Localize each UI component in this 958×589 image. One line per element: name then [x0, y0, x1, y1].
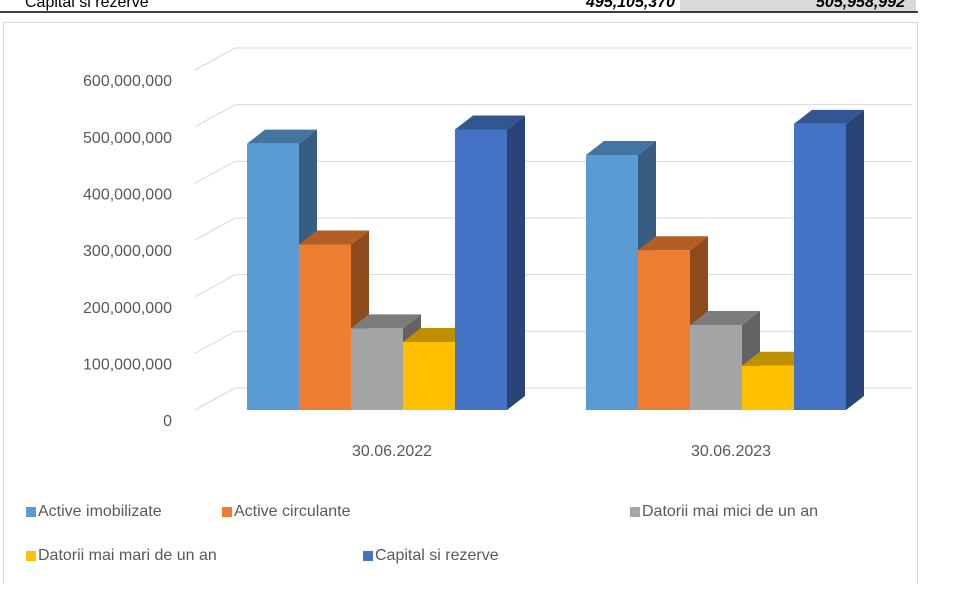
bar	[455, 129, 507, 410]
y-tick-label: 400,000,000	[83, 187, 172, 204]
bar-top	[299, 230, 369, 245]
bar-top	[586, 141, 656, 155]
y-tick-label: 100,000,000	[83, 357, 172, 374]
bar-top	[638, 236, 708, 251]
y-tick-label: 300,000,000	[83, 243, 172, 260]
legend-label: Datorii mai mici de un an	[642, 503, 818, 520]
row-label: Capital si rezerve	[25, 0, 149, 11]
bar	[690, 325, 742, 410]
bar-side	[507, 115, 525, 410]
bar	[638, 250, 690, 410]
legend-label: Active imobilizate	[38, 503, 162, 520]
legend-swatch	[26, 551, 36, 561]
chart-border	[3, 22, 918, 589]
bar	[742, 365, 794, 410]
bar-top	[455, 115, 525, 130]
legend-swatch	[26, 507, 36, 517]
grid-line	[194, 160, 912, 184]
bar	[403, 342, 455, 410]
bar	[299, 244, 351, 410]
legend-swatch	[222, 507, 232, 517]
grid-line	[194, 47, 912, 71]
margin	[920, 0, 958, 584]
legend-label: Datorii mai mari de un an	[38, 547, 217, 564]
bar-top	[351, 314, 421, 329]
legend-swatch	[363, 551, 373, 561]
row-value: 505,958,992	[816, 0, 905, 11]
bar-top	[690, 311, 760, 325]
y-tick-label: 500,000,000	[83, 130, 172, 147]
x-tick-label: 30.06.2022	[352, 443, 432, 460]
legend-label: Active circulante	[234, 503, 351, 520]
grid-line	[194, 217, 912, 241]
x-tick-label: 30.06.2023	[691, 443, 771, 460]
y-tick-label: 0	[163, 413, 172, 430]
y-tick-label: 200,000,000	[83, 300, 172, 317]
bar	[794, 123, 846, 410]
bar	[351, 328, 403, 410]
bar-top	[247, 129, 317, 144]
legend-label: Capital si rezerve	[375, 547, 499, 564]
grid-line	[194, 104, 912, 128]
bar	[586, 155, 638, 410]
bar	[247, 143, 299, 410]
y-tick-label: 600,000,000	[83, 73, 172, 90]
row-value: 495,105,370	[585, 0, 675, 11]
cell-shade	[680, 0, 916, 12]
legend-swatch	[630, 507, 640, 517]
bar-side	[846, 109, 864, 410]
bar-top	[794, 109, 864, 124]
